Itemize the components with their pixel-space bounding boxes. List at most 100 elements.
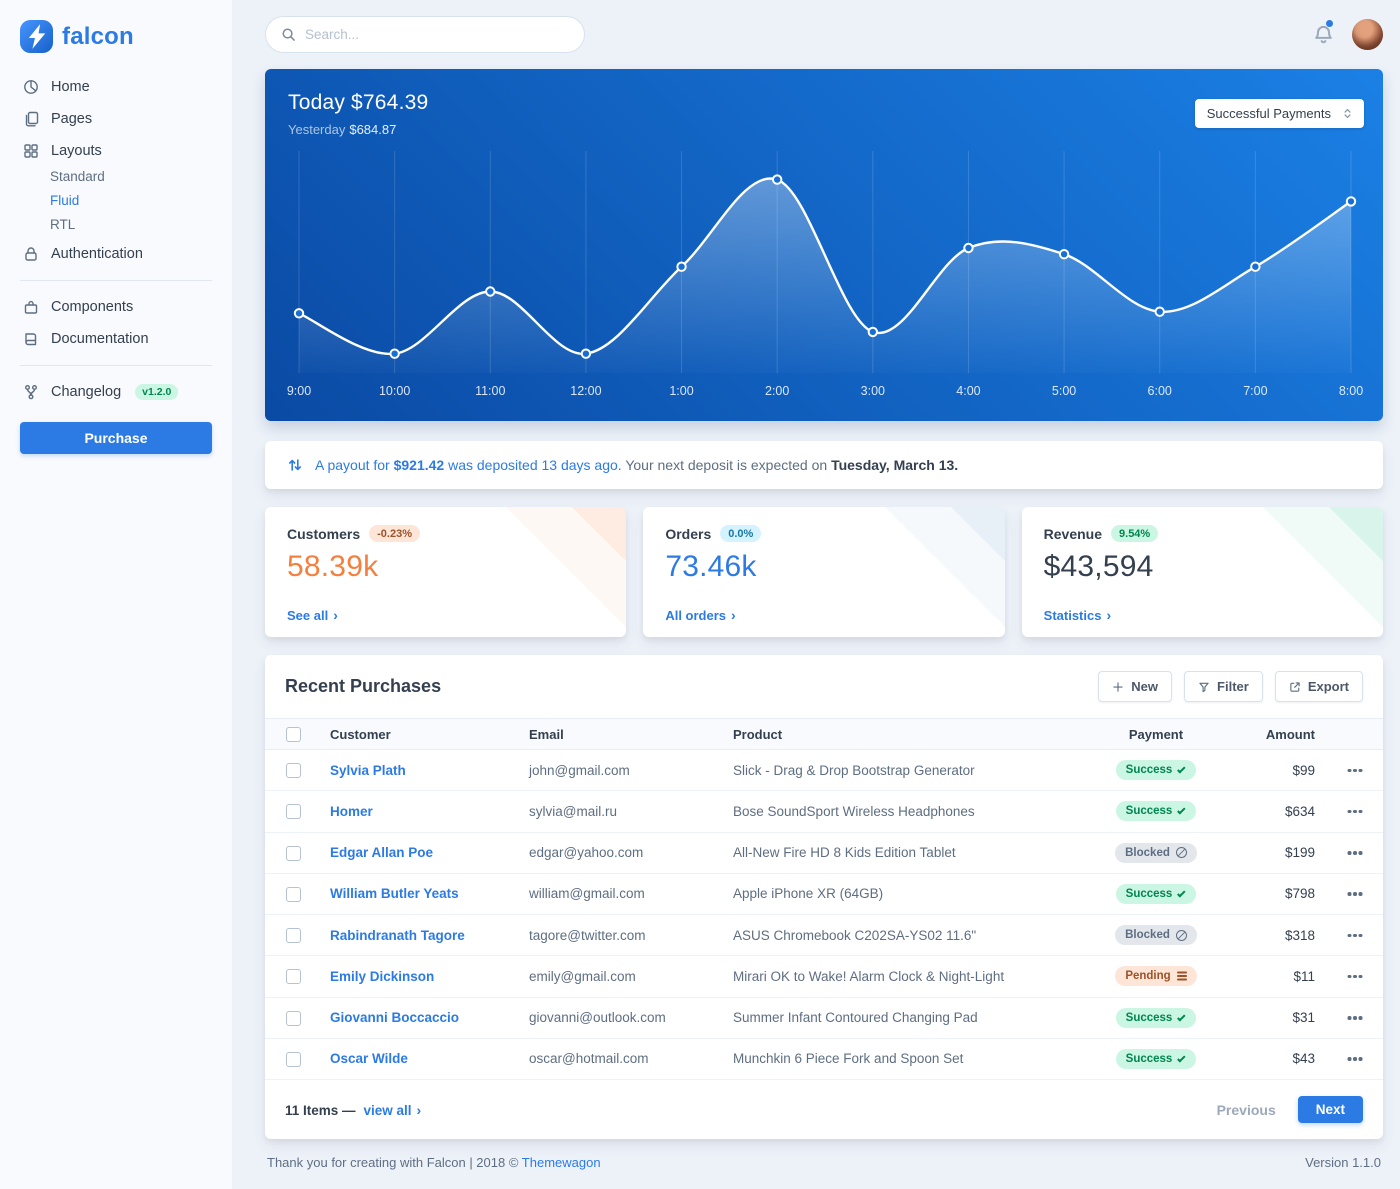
- payments-filter-select[interactable]: Successful Payments: [1194, 99, 1364, 128]
- row-checkbox[interactable]: [286, 804, 301, 820]
- row-actions-button[interactable]: [1342, 884, 1368, 904]
- column-header: Amount: [1265, 726, 1315, 742]
- brand-logo[interactable]: falcon: [20, 16, 212, 71]
- purchase-button[interactable]: Purchase: [20, 422, 212, 454]
- table-footer: 11 Items — view all Previous Next: [265, 1080, 1383, 1139]
- customer-link[interactable]: William Butler Yeats: [330, 886, 459, 902]
- main-content: Today$764.39 Yesterday$684.87 Successful…: [232, 0, 1400, 1188]
- statistics-link[interactable]: Statistics: [1044, 607, 1111, 623]
- row-checkbox[interactable]: [286, 886, 301, 902]
- row-actions-button[interactable]: [1342, 760, 1368, 780]
- row-checkbox[interactable]: [286, 969, 301, 985]
- column-header: Payment: [1128, 726, 1184, 742]
- customer-link[interactable]: Giovanni Boccaccio: [330, 1010, 460, 1026]
- themewagon-link[interactable]: Themewagon: [521, 1155, 601, 1171]
- search-input[interactable]: [305, 27, 569, 42]
- row-checkbox[interactable]: [286, 1010, 301, 1026]
- revenue-card: Revenue 9.54% $43,594 Statistics: [1021, 507, 1383, 637]
- notifications-button[interactable]: [1313, 20, 1334, 45]
- row-checkbox[interactable]: [286, 928, 301, 944]
- product-cell: Bose SoundSport Wireless Headphones: [725, 790, 1071, 833]
- amount-cell: $798: [1241, 873, 1327, 916]
- stat-badge: 0.0%: [720, 525, 762, 542]
- sidebar-item-label: Changelog: [51, 384, 122, 400]
- external-link-icon: [1290, 681, 1300, 692]
- row-actions-button[interactable]: [1342, 843, 1368, 863]
- check-icon: [1177, 1053, 1186, 1063]
- sidebar-item-components[interactable]: Components: [20, 291, 212, 323]
- row-checkbox[interactable]: [286, 1051, 301, 1067]
- svg-text:8:00: 8:00: [1339, 384, 1363, 398]
- svg-text:2:00: 2:00: [765, 384, 789, 398]
- sidebar-item-label: Documentation: [51, 331, 149, 347]
- new-button[interactable]: New: [1098, 671, 1173, 702]
- svg-text:7:00: 7:00: [1243, 384, 1267, 398]
- sidebar-item-layouts[interactable]: Layouts: [20, 135, 212, 167]
- search-icon: [281, 27, 296, 42]
- amount-cell: $199: [1241, 832, 1327, 874]
- table-row: Rabindranath Tagore tagore@twitter.com A…: [265, 914, 1383, 957]
- see-all-link[interactable]: See all: [287, 607, 338, 623]
- previous-button[interactable]: Previous: [1216, 1101, 1276, 1118]
- filter-button[interactable]: Filter: [1184, 671, 1263, 702]
- select-all-checkbox[interactable]: [286, 727, 301, 743]
- stream-icon: [1176, 975, 1187, 978]
- sidebar-item-rtl[interactable]: RTL: [50, 217, 76, 232]
- row-actions-button[interactable]: [1342, 1049, 1368, 1069]
- next-button[interactable]: Next: [1297, 1096, 1363, 1124]
- payout-text: A payout for $921.42 was deposited 13 da…: [315, 457, 959, 473]
- avatar[interactable]: [1352, 19, 1383, 50]
- sidebar-item-authentication[interactable]: Authentication: [20, 238, 212, 270]
- customer-link[interactable]: Homer: [330, 803, 373, 819]
- all-orders-link[interactable]: All orders: [665, 607, 735, 623]
- bell-icon: [1315, 25, 1332, 44]
- email-cell: oscar@hotmail.com: [521, 1038, 725, 1081]
- customer-link[interactable]: Oscar Wilde: [330, 1051, 408, 1067]
- stat-value: 73.46k: [665, 550, 757, 583]
- sidebar-item-home[interactable]: Home: [20, 71, 212, 103]
- view-all-link[interactable]: view all: [363, 1103, 421, 1118]
- stat-badge: -0.23%: [369, 525, 420, 542]
- today-total: Today $764.39: [288, 91, 429, 114]
- row-actions-button[interactable]: [1342, 802, 1368, 822]
- email-cell: john@gmail.com: [521, 749, 725, 792]
- sidebar-item-standard[interactable]: Standard: [50, 169, 105, 184]
- search-box[interactable]: [265, 16, 585, 53]
- ban-icon: [1175, 929, 1187, 941]
- table-row: Homer sylvia@mail.ru Bose SoundSport Wir…: [265, 790, 1383, 833]
- email-cell: giovanni@outlook.com: [521, 997, 725, 1039]
- sidebar-item-pages[interactable]: Pages: [20, 103, 212, 135]
- row-actions-button[interactable]: [1342, 1008, 1368, 1028]
- ellipsis-icon: [1353, 809, 1357, 814]
- customer-link[interactable]: Emily Dickinson: [330, 968, 435, 984]
- check-icon: [1177, 765, 1186, 774]
- payment-badge: Blocked: [1115, 842, 1197, 863]
- column-header: Customer: [330, 726, 391, 742]
- payment-badge: Success: [1115, 1007, 1197, 1028]
- sidebar-item-documentation[interactable]: Documentation: [20, 323, 212, 355]
- row-actions-button[interactable]: [1342, 967, 1368, 987]
- sidebar-item-changelog[interactable]: Changelog v1.2.0: [20, 376, 212, 408]
- product-cell: Apple iPhone XR (64GB): [725, 873, 1071, 916]
- export-button[interactable]: Export: [1274, 671, 1363, 702]
- row-actions-button[interactable]: [1342, 925, 1368, 945]
- payments-line-chart: 9:00 10:00 11:00 12:00 1:00 2:00 3:00 4:00 5:00 6…: [287, 151, 1363, 398]
- email-cell: tagore@twitter.com: [521, 914, 725, 957]
- payout-link[interactable]: A payout for $921.42 was deposited 13 da…: [315, 457, 618, 473]
- sidebar-item-fluid[interactable]: Fluid: [50, 193, 80, 208]
- sidebar-item-label: Authentication: [51, 246, 143, 262]
- amount-cell: $43: [1241, 1038, 1327, 1081]
- customer-link[interactable]: Sylvia Plath: [330, 762, 406, 778]
- row-checkbox[interactable]: [286, 845, 301, 861]
- topbar: [265, 0, 1383, 69]
- purchases-table: Customer Email Product Payment Amount Sy…: [265, 718, 1383, 1081]
- payment-badge: Success: [1115, 760, 1197, 781]
- payment-badge: Blocked: [1115, 925, 1197, 946]
- customer-link[interactable]: Edgar Allan Poe: [330, 845, 434, 861]
- stat-value: $43,594: [1043, 550, 1154, 583]
- customer-link[interactable]: Rabindranath Tagore: [330, 927, 465, 943]
- sidebar-item-label: Components: [51, 299, 134, 315]
- stat-title: Orders: [665, 525, 712, 542]
- row-checkbox[interactable]: [286, 763, 301, 779]
- ban-icon: [1175, 847, 1187, 859]
